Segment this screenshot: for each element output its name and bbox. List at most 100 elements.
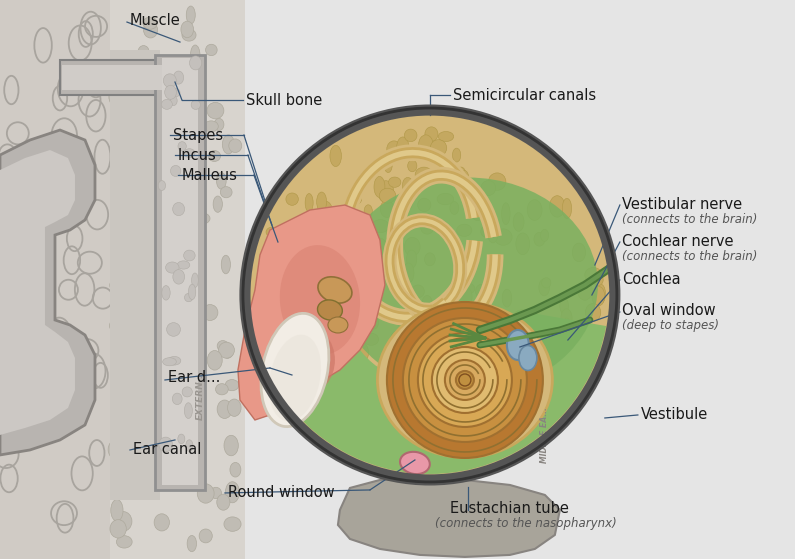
Ellipse shape xyxy=(189,56,202,70)
Ellipse shape xyxy=(110,318,127,334)
Ellipse shape xyxy=(124,267,142,280)
Polygon shape xyxy=(62,65,188,90)
Ellipse shape xyxy=(384,158,392,173)
Ellipse shape xyxy=(561,309,572,328)
Ellipse shape xyxy=(170,165,181,177)
Ellipse shape xyxy=(410,355,424,371)
Ellipse shape xyxy=(405,129,417,141)
Ellipse shape xyxy=(322,211,331,224)
Ellipse shape xyxy=(334,324,349,334)
Ellipse shape xyxy=(161,134,173,153)
Ellipse shape xyxy=(222,344,233,358)
Ellipse shape xyxy=(155,149,172,163)
Ellipse shape xyxy=(114,287,128,305)
Ellipse shape xyxy=(122,108,130,122)
Ellipse shape xyxy=(186,78,197,92)
Text: Skull bone: Skull bone xyxy=(246,93,322,107)
Polygon shape xyxy=(110,0,245,559)
Ellipse shape xyxy=(181,21,193,37)
Ellipse shape xyxy=(544,333,558,352)
Ellipse shape xyxy=(154,514,169,531)
Ellipse shape xyxy=(145,55,161,70)
Ellipse shape xyxy=(191,100,200,110)
Ellipse shape xyxy=(173,202,184,216)
Polygon shape xyxy=(110,50,160,500)
Ellipse shape xyxy=(332,401,342,422)
Ellipse shape xyxy=(153,343,168,359)
Circle shape xyxy=(432,347,498,413)
Ellipse shape xyxy=(322,411,339,424)
Ellipse shape xyxy=(541,229,549,241)
Ellipse shape xyxy=(572,328,580,342)
Ellipse shape xyxy=(256,295,267,311)
Ellipse shape xyxy=(463,183,478,198)
Ellipse shape xyxy=(526,383,539,396)
Ellipse shape xyxy=(174,378,185,400)
Ellipse shape xyxy=(349,304,362,320)
Ellipse shape xyxy=(372,367,381,379)
Ellipse shape xyxy=(481,181,496,196)
Ellipse shape xyxy=(403,194,413,210)
Ellipse shape xyxy=(220,187,232,198)
Ellipse shape xyxy=(400,452,430,474)
Ellipse shape xyxy=(438,131,454,141)
Polygon shape xyxy=(338,478,560,557)
Ellipse shape xyxy=(279,238,291,250)
Ellipse shape xyxy=(514,310,532,321)
Ellipse shape xyxy=(425,253,436,266)
Ellipse shape xyxy=(462,283,475,294)
Ellipse shape xyxy=(114,345,125,361)
Ellipse shape xyxy=(592,274,603,286)
Ellipse shape xyxy=(457,286,472,307)
Ellipse shape xyxy=(275,325,335,395)
Ellipse shape xyxy=(178,141,186,151)
Ellipse shape xyxy=(330,145,342,167)
Ellipse shape xyxy=(165,86,176,100)
Ellipse shape xyxy=(110,279,122,292)
Ellipse shape xyxy=(121,454,132,466)
Ellipse shape xyxy=(189,125,204,138)
Ellipse shape xyxy=(277,296,288,317)
Ellipse shape xyxy=(182,29,196,41)
Ellipse shape xyxy=(296,330,313,344)
Ellipse shape xyxy=(484,445,500,461)
Text: Round window: Round window xyxy=(228,485,335,500)
Ellipse shape xyxy=(188,284,196,300)
Ellipse shape xyxy=(573,361,582,375)
Ellipse shape xyxy=(214,119,224,131)
Ellipse shape xyxy=(113,324,127,334)
Ellipse shape xyxy=(275,234,286,252)
Ellipse shape xyxy=(519,345,537,371)
Ellipse shape xyxy=(147,286,159,300)
Ellipse shape xyxy=(162,286,170,300)
Ellipse shape xyxy=(114,511,132,531)
Ellipse shape xyxy=(456,167,466,180)
Ellipse shape xyxy=(230,462,241,477)
Ellipse shape xyxy=(139,134,157,149)
Ellipse shape xyxy=(280,245,360,355)
Ellipse shape xyxy=(204,121,219,132)
Ellipse shape xyxy=(318,201,332,221)
Ellipse shape xyxy=(475,285,487,299)
Ellipse shape xyxy=(217,494,230,510)
Ellipse shape xyxy=(155,337,169,357)
Ellipse shape xyxy=(157,337,172,347)
Ellipse shape xyxy=(161,97,171,110)
Ellipse shape xyxy=(374,238,386,255)
Ellipse shape xyxy=(144,22,157,38)
Ellipse shape xyxy=(149,61,166,82)
Ellipse shape xyxy=(363,307,377,326)
Ellipse shape xyxy=(206,44,217,56)
Ellipse shape xyxy=(478,316,488,326)
Ellipse shape xyxy=(398,421,413,443)
Ellipse shape xyxy=(494,229,512,245)
Ellipse shape xyxy=(116,536,132,548)
Text: Oval window: Oval window xyxy=(622,304,716,319)
Ellipse shape xyxy=(582,326,594,341)
Ellipse shape xyxy=(316,192,327,211)
Polygon shape xyxy=(0,130,95,455)
Ellipse shape xyxy=(289,291,304,308)
Ellipse shape xyxy=(289,251,300,268)
Ellipse shape xyxy=(353,343,369,362)
Ellipse shape xyxy=(413,439,431,458)
